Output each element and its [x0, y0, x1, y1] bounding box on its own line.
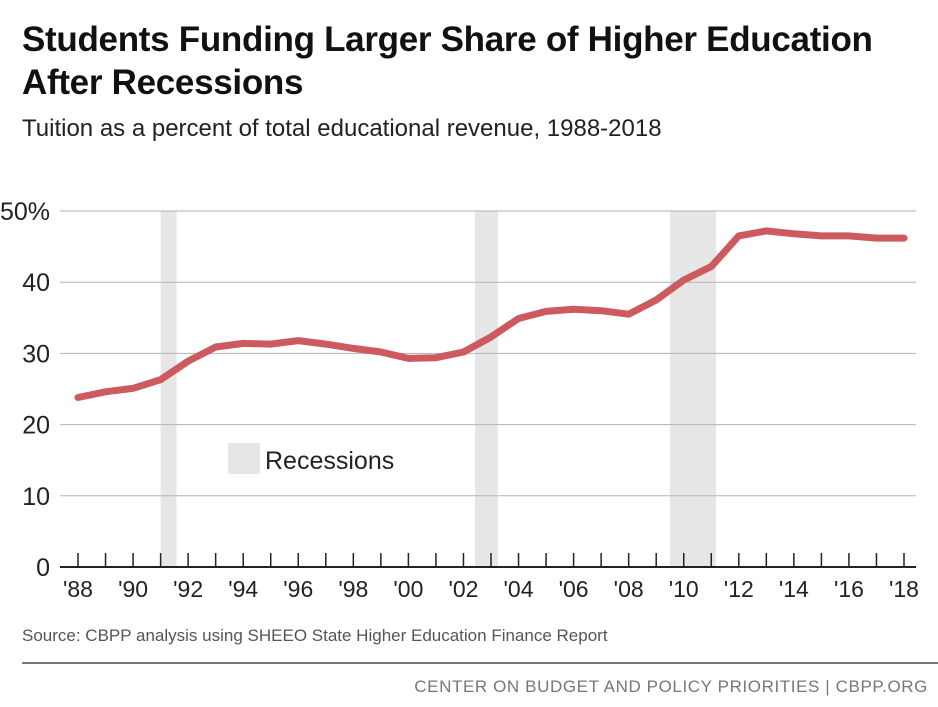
recession-band-1	[160, 211, 177, 567]
legend: Recessions	[228, 443, 394, 475]
recession-band-2	[475, 211, 498, 567]
x-tick-label: '00	[393, 576, 423, 602]
y-tick-label: 50%	[0, 198, 50, 226]
footer-divider	[22, 662, 938, 664]
y-tick-label: 20	[22, 412, 50, 440]
line-chart: '88 '90 '92 '94 '96 '98 '00 '02 '04 '06 '08 '10 '12 '…	[0, 198, 919, 602]
y-tick-label: 40	[22, 269, 50, 297]
legend-swatch-recessions	[228, 443, 260, 474]
x-tick-label: '94	[228, 576, 258, 602]
x-tick-label: '90	[118, 576, 148, 602]
x-tick-label: '98	[338, 576, 368, 602]
source-note: Source: CBPP analysis using SHEEO State …	[22, 626, 608, 645]
y-tick-label: 10	[22, 483, 50, 511]
x-tick-label: '88	[63, 576, 93, 602]
y-tick-label: 30	[22, 340, 50, 368]
x-tick-label: '14	[779, 576, 809, 602]
y-tick-label: 0	[36, 554, 50, 582]
x-axis: '88 '90 '92 '94 '96 '98 '00 '02 '04 '06 '08 '10 '12 '…	[60, 553, 919, 602]
recession-bands	[160, 211, 716, 567]
chart-title: Students Funding Larger Share of Higher …	[22, 20, 873, 102]
x-tick-label: '04	[504, 576, 534, 602]
legend-label-recessions: Recessions	[265, 447, 394, 475]
x-tick-label: '92	[173, 576, 203, 602]
x-tick-label: '08	[614, 576, 644, 602]
x-tick-label: '06	[559, 576, 589, 602]
y-axis-tick-labels: 0 10 20 30 40 50%	[0, 198, 50, 582]
x-tick-label: '96	[283, 576, 313, 602]
x-tick-label: '02	[448, 576, 478, 602]
gridlines	[60, 210, 916, 497]
series-line-tuition-share	[74, 227, 908, 401]
x-tick-label: '12	[724, 576, 754, 602]
x-tick-label: '18	[889, 576, 919, 602]
series-line	[74, 227, 908, 401]
x-tick-label: '16	[834, 576, 864, 602]
chart-subtitle: Tuition as a percent of total educationa…	[22, 115, 662, 142]
footer-credit: CENTER ON BUDGET AND POLICY PRIORITIES |…	[414, 677, 928, 696]
x-tick-label: '10	[669, 576, 699, 602]
